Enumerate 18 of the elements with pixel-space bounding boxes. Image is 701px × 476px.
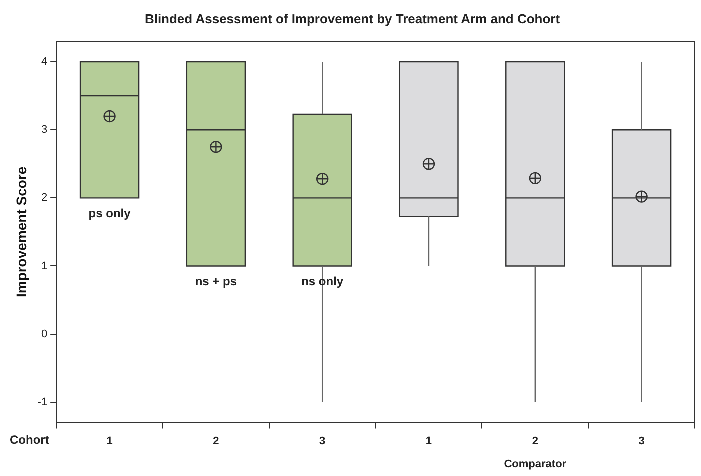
- y-tick-label: -1: [38, 396, 48, 408]
- x-tick-label: 2: [532, 435, 538, 448]
- y-tick-label: 2: [41, 192, 48, 204]
- annotation: ps only: [88, 206, 132, 220]
- y-axis-title: Improvement Score: [13, 166, 30, 298]
- annotation: ns + ps: [195, 274, 238, 289]
- y-tick-label: 4: [41, 56, 48, 68]
- y-tick-label: 3: [41, 124, 48, 136]
- y-tick-label: 0: [41, 328, 48, 340]
- chart-title: Blinded Assessment of Improvement by Treatment Arm and Cohort: [144, 11, 561, 26]
- x-tick-label: 3: [638, 435, 645, 448]
- x-tick-label: 1: [106, 435, 113, 448]
- x-tick-label: 2: [213, 435, 220, 448]
- y-tick-label: 1: [41, 260, 48, 272]
- x-axis-title: Cohort: [10, 433, 50, 448]
- text: Comparator: [504, 458, 568, 470]
- x-tick-label: 3: [320, 435, 326, 448]
- x-tick-label: 1: [426, 435, 432, 448]
